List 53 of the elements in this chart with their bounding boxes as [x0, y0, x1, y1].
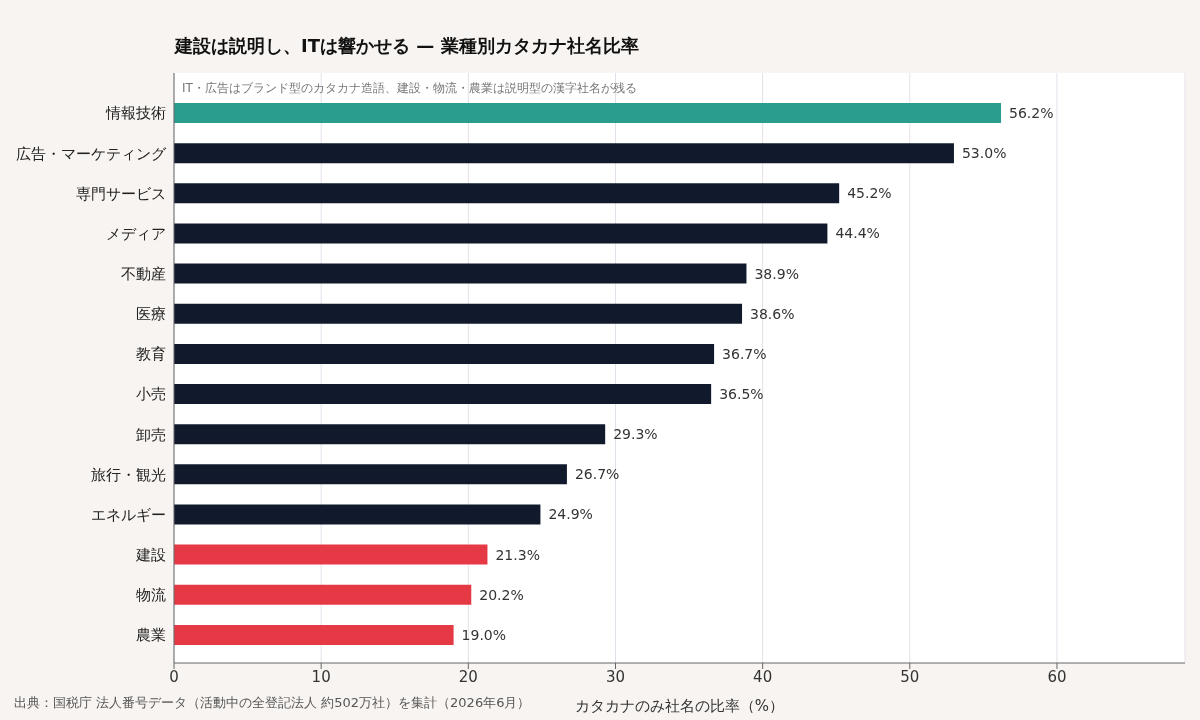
bar — [174, 343, 715, 364]
data-label: 21.3% — [495, 546, 540, 563]
y-tick-label: 医療 — [136, 305, 166, 324]
x-axis-title: カタカナのみ社名の比率（%） — [574, 697, 785, 715]
bar — [174, 303, 743, 324]
bar — [174, 143, 954, 164]
data-label: 24.9% — [548, 506, 593, 523]
y-tick-label: 小売 — [136, 385, 166, 404]
x-tick-label: 60 — [1047, 667, 1067, 686]
x-tick-label: 20 — [458, 667, 478, 686]
data-label: 36.5% — [719, 386, 764, 403]
data-label: 20.2% — [479, 586, 524, 603]
bar — [174, 384, 712, 405]
data-label: 38.9% — [754, 265, 799, 282]
bar — [174, 183, 840, 204]
source-note: 出典：国税庁 法人番号データ（活動中の全登記法人 約502万社）を集計（2026年6月） — [14, 694, 531, 712]
x-tick-label: 10 — [311, 667, 331, 686]
bar — [174, 223, 828, 244]
bar — [174, 424, 606, 445]
x-tick-label: 40 — [753, 667, 773, 686]
x-tick-label: 50 — [900, 667, 920, 686]
text: IT・広告はブランド型のカタカナ造語、建設・物流・農業は説明型の漢字社名が残る — [182, 80, 637, 97]
data-label: 53.0% — [961, 145, 1007, 162]
y-tick-label: 教育 — [136, 345, 166, 364]
x-tick-label: 30 — [605, 667, 626, 686]
bar — [174, 103, 1002, 124]
data-label: 29.3% — [613, 426, 658, 443]
y-tick-label: 広告・マーケティング — [16, 144, 167, 163]
data-label: 36.7% — [722, 345, 767, 362]
data-label: 38.6% — [750, 305, 795, 322]
bar — [174, 544, 488, 565]
y-tick-label: 旅行・観光 — [91, 465, 166, 484]
data-label: 26.7% — [574, 466, 620, 483]
data-label: 19.0% — [461, 626, 507, 643]
data-label: 44.4% — [835, 225, 880, 242]
y-tick-label: 情報技術 — [105, 104, 166, 123]
y-tick-label: 専門サービス — [76, 184, 166, 203]
y-tick-label: エネルギー — [91, 505, 166, 524]
bar — [174, 504, 541, 525]
x-tick-label: 0 — [169, 667, 179, 686]
bar — [174, 263, 747, 284]
bar — [174, 464, 567, 485]
y-tick-label: 卸売 — [136, 425, 166, 444]
y-tick-label: 建設 — [135, 545, 166, 564]
bar — [174, 584, 472, 605]
data-label: 45.2% — [847, 185, 892, 202]
bar — [174, 624, 454, 645]
y-tick-label: 物流 — [136, 586, 166, 605]
y-tick-label: メディア — [106, 224, 166, 243]
chart-title: 建設は説明し、ITは響かせる — 業種別カタカナ社名比率 — [175, 34, 639, 58]
y-tick-label: 不動産 — [121, 264, 166, 283]
data-label: 56.2% — [1009, 105, 1054, 122]
y-tick-label: 農業 — [136, 626, 166, 645]
